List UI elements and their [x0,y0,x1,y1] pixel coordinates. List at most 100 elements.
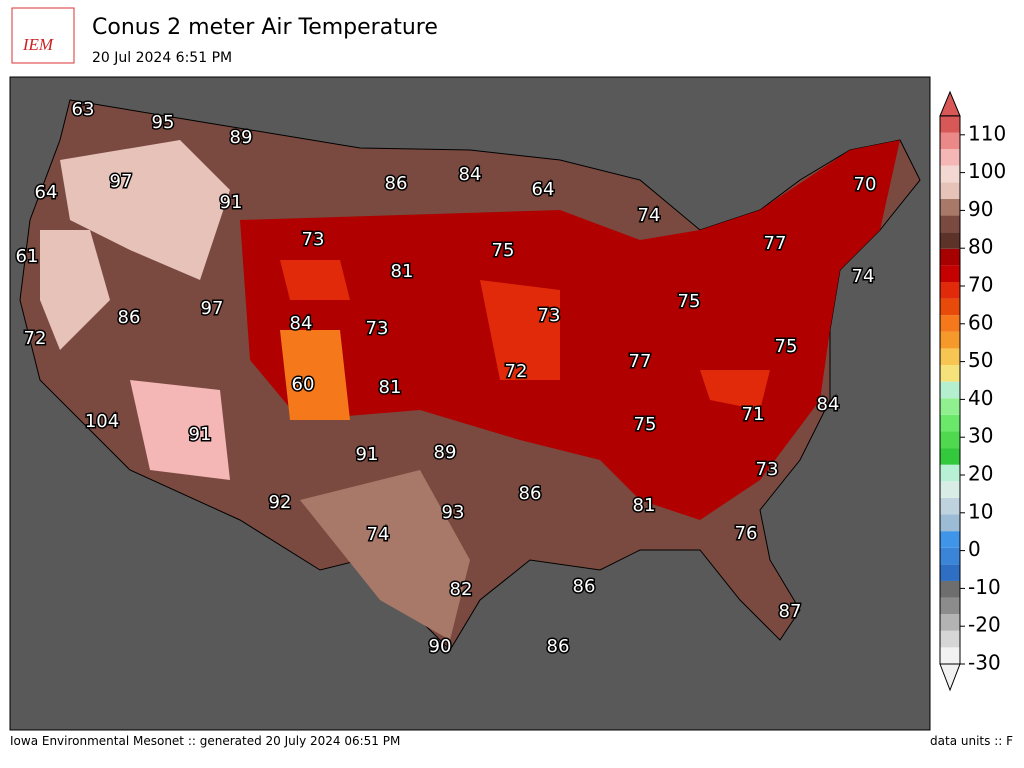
colorbar-swatch [940,215,960,233]
temperature-label: 74 [638,205,661,226]
colorbar-tick-label: 90 [968,197,993,221]
temperature-label: 89 [230,127,253,148]
colorbar-cap-top [939,90,961,117]
temperature-label: 97 [110,171,133,192]
colorbar-swatch [940,365,960,382]
temperature-label: 86 [118,307,141,328]
colorbar-swatch [940,265,960,282]
temperature-label: 77 [629,351,652,372]
colorbar-tick-label: 0 [968,537,981,561]
temperature-label: 87 [779,601,802,622]
colorbar-tick-label: -20 [968,613,1001,637]
temperature-label: 75 [678,291,701,312]
footer-left: Iowa Environmental Mesonet :: generated … [10,734,400,748]
temperature-label: 97 [201,298,224,319]
temperature-label: 86 [519,483,542,504]
colorbar-swatch [940,630,960,648]
colorbar-swatch [940,497,960,515]
temperature-label: 63 [72,99,95,120]
colorbar-tick-label: 10 [968,499,993,523]
temperature-label: 74 [367,524,390,545]
temperature-label: 82 [450,579,473,600]
temperature-label: 77 [764,233,787,254]
temperature-label: 86 [385,173,408,194]
colorbar-swatch [940,580,960,598]
colorbar-swatch [940,298,960,316]
colorbar-tick-label: 100 [968,159,1006,183]
temperature-label: 72 [24,328,47,349]
subtitle: 20 Jul 2024 6:51 PM [92,50,232,66]
temperature-label: 92 [269,492,292,513]
colorbar-swatch [940,331,960,349]
land [19,99,921,651]
colorbar-tick-label: 70 [968,273,993,297]
temperature-label: 73 [302,229,325,250]
temperature-label: 81 [379,377,402,398]
temperature-label: 73 [366,318,389,339]
logo-box [11,7,75,64]
colorbar-swatch [940,431,960,449]
temperature-label: 104 [85,411,119,432]
colorbar-swatch [940,198,960,216]
colorbar-swatch [940,448,960,465]
temperature-label: 89 [434,442,457,463]
temperature-label: 84 [459,164,482,185]
colorbar-swatch [940,564,960,581]
temperature-label: 86 [547,636,570,657]
colorbar-swatch [940,115,960,133]
temperature-label: 90 [429,636,452,657]
temperature-label: 81 [633,495,656,516]
temperature-label: 60 [292,374,315,395]
colorbar-swatch [940,597,960,615]
colorbar-swatch [940,182,960,199]
colorbar-swatch [940,381,960,399]
colorbar-swatch [940,531,960,548]
temperature-label: 84 [817,394,840,415]
colorbar-swatch [940,647,960,664]
colorbar-swatch [940,514,960,532]
colorbar-swatch [940,398,960,415]
colorbar-cap-bottom [939,663,961,692]
colorbar-swatch [940,315,960,332]
colorbar-swatch [940,547,960,565]
colorbar-swatch [940,348,960,366]
colorbar-swatch [940,414,960,432]
temperature-label: 74 [852,266,875,287]
temperature-label: 95 [152,112,175,133]
colorbar-swatch [940,165,960,183]
colorbar-tick-label: 20 [968,462,993,486]
temperature-label: 64 [532,179,555,200]
colorbar-tick-label: 80 [968,235,993,259]
temperature-label: 71 [742,404,765,425]
logo: IEM [22,35,54,54]
temperature-label: 91 [189,424,212,445]
temperature-label: 81 [391,261,414,282]
colorbar-tick-label: 110 [968,121,1006,145]
colorbar-swatch [940,132,960,150]
colorbar-swatch [940,232,960,249]
colorbar-tick-label: 30 [968,424,993,448]
colorbar-swatch [940,614,960,631]
colorbar-tick-label: 60 [968,310,993,334]
temperature-label: 76 [735,523,758,544]
temperature-label: 75 [775,336,798,357]
temperature-label: 72 [505,361,528,382]
colorbar-tick-label: 50 [968,348,993,372]
colorbar-tick-label: 40 [968,386,993,410]
colorbar-tick-label: -10 [968,575,1001,599]
temperature-label: 73 [756,459,779,480]
temperature-label: 91 [220,192,243,213]
temperature-label: 73 [538,305,561,326]
colorbar-swatch [940,481,960,498]
temperature-label: 61 [16,246,39,267]
colorbar-swatch [940,248,960,266]
colorbar-swatch [940,464,960,482]
colorbar-frame [939,115,961,665]
temperature-label: 86 [573,576,596,597]
temperature-label: 75 [492,240,515,261]
temperature-label: 70 [854,174,877,195]
title: Conus 2 meter Air Temperature [92,15,438,40]
temperature-label: 64 [35,182,58,203]
